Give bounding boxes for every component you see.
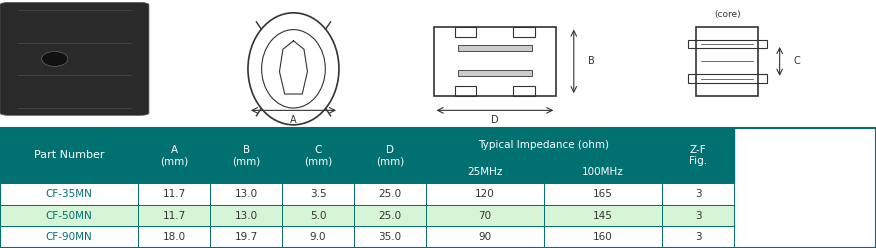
Bar bbox=[0, 226, 138, 248]
Bar bbox=[138, 226, 210, 248]
Bar bbox=[458, 45, 532, 52]
Bar bbox=[688, 40, 766, 49]
Text: 25MHz: 25MHz bbox=[467, 167, 503, 177]
Bar bbox=[544, 205, 662, 226]
Bar bbox=[426, 226, 544, 248]
Text: 11.7: 11.7 bbox=[163, 189, 186, 199]
Text: 19.7: 19.7 bbox=[235, 232, 258, 242]
Text: 70: 70 bbox=[478, 211, 491, 220]
Bar bbox=[210, 205, 282, 226]
Text: 13.0: 13.0 bbox=[235, 189, 258, 199]
Bar bbox=[662, 183, 734, 205]
Bar bbox=[354, 205, 426, 226]
Text: CF-35MN: CF-35MN bbox=[46, 189, 93, 199]
Bar bbox=[455, 27, 477, 37]
Text: 160: 160 bbox=[593, 232, 613, 242]
Text: 11.7: 11.7 bbox=[163, 211, 186, 220]
Bar bbox=[458, 70, 532, 76]
Bar bbox=[0, 183, 138, 205]
Bar bbox=[662, 226, 734, 248]
Text: 3: 3 bbox=[695, 189, 702, 199]
Bar bbox=[138, 183, 210, 205]
Bar bbox=[282, 128, 354, 183]
Text: CF-90MN: CF-90MN bbox=[46, 232, 93, 242]
Bar bbox=[544, 226, 662, 248]
Bar bbox=[210, 226, 282, 248]
Text: Typical Impedance (ohm): Typical Impedance (ohm) bbox=[478, 140, 610, 150]
Bar bbox=[138, 205, 210, 226]
Text: 18.0: 18.0 bbox=[163, 232, 186, 242]
Bar bbox=[282, 205, 354, 226]
Bar bbox=[688, 74, 766, 83]
Bar bbox=[455, 86, 477, 96]
Text: 100MHz: 100MHz bbox=[583, 167, 624, 177]
Bar bbox=[282, 226, 354, 248]
Bar bbox=[0, 128, 876, 248]
Text: 35.0: 35.0 bbox=[378, 232, 401, 242]
Bar bbox=[662, 128, 734, 183]
Text: 13.0: 13.0 bbox=[235, 211, 258, 220]
Text: 25.0: 25.0 bbox=[378, 211, 401, 220]
Text: 25.0: 25.0 bbox=[378, 189, 401, 199]
Text: D: D bbox=[491, 115, 498, 125]
Text: (core): (core) bbox=[714, 10, 740, 19]
Text: C
(mm): C (mm) bbox=[304, 145, 332, 166]
Bar bbox=[544, 183, 662, 205]
Bar bbox=[696, 27, 758, 96]
Text: Z-F
Fig.: Z-F Fig. bbox=[689, 145, 707, 166]
Bar bbox=[426, 161, 544, 183]
Text: B
(mm): B (mm) bbox=[232, 145, 260, 166]
FancyBboxPatch shape bbox=[0, 2, 149, 115]
Bar bbox=[138, 128, 210, 183]
Text: 5.0: 5.0 bbox=[310, 211, 326, 220]
Bar bbox=[210, 183, 282, 205]
Bar bbox=[0, 128, 138, 183]
Text: Part Number: Part Number bbox=[34, 150, 104, 160]
Text: D
(mm): D (mm) bbox=[376, 145, 404, 166]
Text: CF-50MN: CF-50MN bbox=[46, 211, 93, 220]
Text: 90: 90 bbox=[478, 232, 491, 242]
Text: A
(mm): A (mm) bbox=[160, 145, 188, 166]
Bar bbox=[282, 183, 354, 205]
Bar bbox=[0, 205, 138, 226]
Bar bbox=[513, 27, 535, 37]
Text: 120: 120 bbox=[475, 189, 495, 199]
Bar bbox=[434, 27, 556, 96]
Text: 165: 165 bbox=[593, 189, 613, 199]
Bar bbox=[354, 128, 426, 183]
Bar bbox=[210, 128, 282, 183]
Text: C: C bbox=[794, 56, 801, 66]
Bar bbox=[426, 183, 544, 205]
Text: 3: 3 bbox=[695, 211, 702, 220]
Text: A: A bbox=[290, 115, 297, 125]
Bar bbox=[513, 86, 535, 96]
Bar bbox=[354, 226, 426, 248]
Bar bbox=[426, 205, 544, 226]
Bar bbox=[544, 161, 662, 183]
Text: 145: 145 bbox=[593, 211, 613, 220]
Bar bbox=[354, 183, 426, 205]
Ellipse shape bbox=[41, 51, 68, 66]
Bar bbox=[662, 205, 734, 226]
Text: 3.5: 3.5 bbox=[310, 189, 326, 199]
Bar bbox=[426, 128, 662, 161]
Text: 9.0: 9.0 bbox=[310, 232, 326, 242]
Text: B: B bbox=[588, 56, 595, 66]
Text: 3: 3 bbox=[695, 232, 702, 242]
